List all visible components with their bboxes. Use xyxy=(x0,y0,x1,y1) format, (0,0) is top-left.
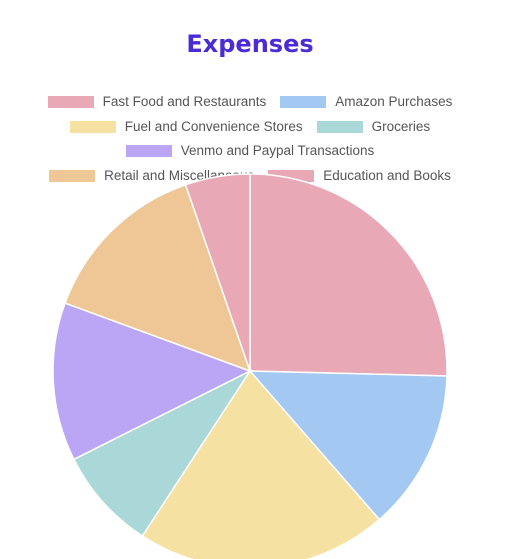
pie-slice-fuel[interactable] xyxy=(141,369,381,559)
legend-item-venmo[interactable]: Venmo and Paypal Transactions xyxy=(125,143,375,158)
legend-swatch xyxy=(47,95,94,108)
chart-title: Expenses xyxy=(186,30,314,58)
pie-slice-education[interactable] xyxy=(184,173,251,372)
pie-slice-retail[interactable] xyxy=(64,183,252,373)
legend-item-groceries[interactable]: Groceries xyxy=(316,119,431,134)
legend-label: Venmo and Paypal Transactions xyxy=(180,143,375,158)
legend-swatch xyxy=(125,144,172,157)
legend-swatch xyxy=(49,169,96,182)
legend-swatch xyxy=(316,120,363,133)
legend-item-fast-food[interactable]: Fast Food and Restaurants xyxy=(47,94,267,109)
legend-item-fuel[interactable]: Fuel and Convenience Stores xyxy=(69,119,303,134)
pie-slice-venmo[interactable] xyxy=(52,302,252,461)
legend-swatch xyxy=(69,120,116,133)
legend-row-2: Fuel and Convenience Stores Groceries xyxy=(0,119,500,134)
legend-label: Amazon Purchases xyxy=(335,94,453,109)
legend-swatch xyxy=(280,95,327,108)
legend-label: Education and Books xyxy=(323,168,451,183)
legend-label: Fuel and Convenience Stores xyxy=(124,119,303,134)
legend-row-3: Venmo and Paypal Transactions xyxy=(0,143,500,158)
pie-slice-groceries[interactable] xyxy=(72,369,253,538)
legend-row-1: Fast Food and Restaurants Amazon Purchas… xyxy=(0,94,500,109)
legend-label: Groceries xyxy=(371,119,431,134)
pie-slice-fast-food[interactable] xyxy=(249,173,448,377)
legend-item-amazon[interactable]: Amazon Purchases xyxy=(280,94,452,109)
legend-label: Fast Food and Restaurants xyxy=(102,94,267,109)
pie-slice-amazon[interactable] xyxy=(248,370,448,521)
